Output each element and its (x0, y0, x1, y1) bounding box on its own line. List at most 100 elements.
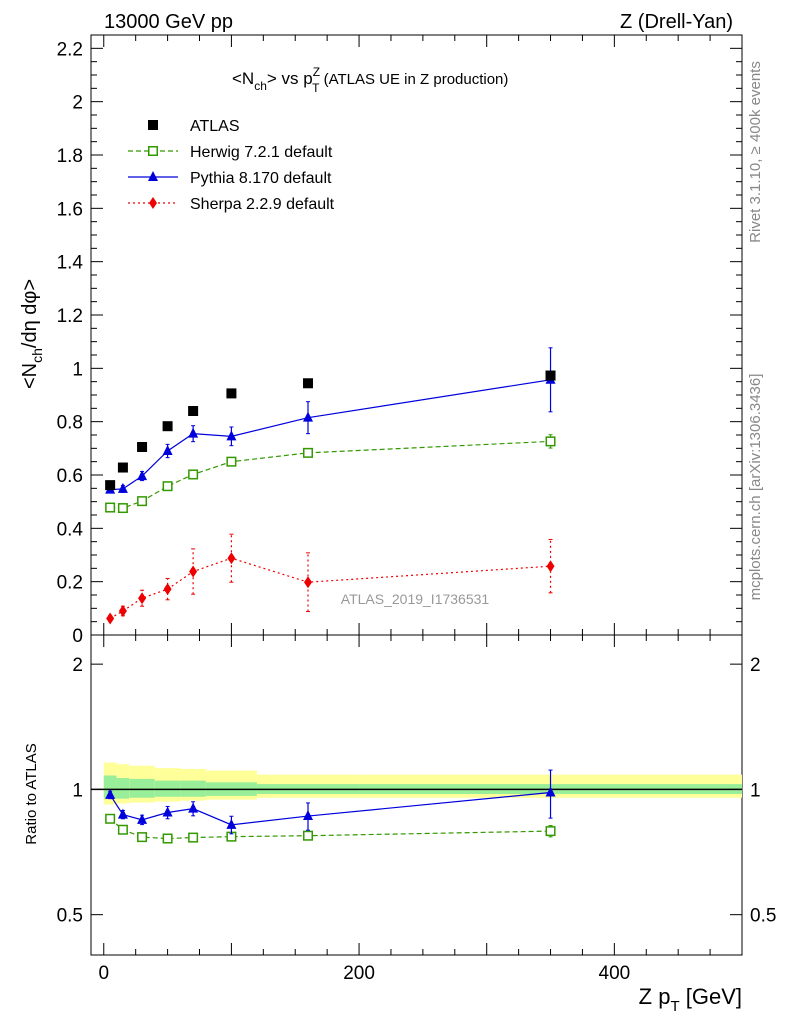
y-tick-label: 0.4 (57, 519, 84, 540)
header-left: 13000 GeV pp (104, 11, 233, 33)
x-tick-label: 0 (98, 963, 109, 984)
main-data (105, 347, 556, 625)
main-pythia-point (162, 445, 173, 455)
ratio-y-tick-label: 2 (72, 655, 83, 676)
title-sub-ch: ch (254, 79, 267, 93)
ratio-pythia-point (117, 808, 128, 819)
main-herwig-point (226, 456, 237, 467)
ratio-herwig-point (303, 830, 313, 841)
watermark: ATLAS_2019_I1736531 (341, 591, 490, 607)
main-sherpa-point (118, 605, 127, 617)
y-tick-label: 0.2 (57, 573, 83, 594)
main-pythia-point (137, 470, 148, 481)
legend-atlas-label: ATLAS (190, 118, 240, 135)
ratio-herwig-point (188, 832, 199, 843)
main-herwig-point (117, 503, 128, 514)
legend-pythia-marker (148, 171, 158, 181)
legend-pythia-label: Pythia 8.170 default (190, 170, 332, 187)
ratio-pythia-point (137, 813, 148, 824)
inner-band (129, 778, 155, 798)
legend-sherpa-label: Sherpa 2.2.9 default (190, 196, 335, 213)
main-herwig-point (137, 496, 148, 507)
title-part-mid: > vs p (267, 69, 313, 88)
main-herwig-point (162, 481, 173, 492)
main-atlas-point (303, 378, 313, 389)
y-tick-label: 2 (72, 93, 83, 114)
ratio-herwig-point (117, 824, 128, 835)
legend-sherpa-marker (149, 197, 157, 209)
main-atlas-point (226, 388, 237, 399)
main-panel: 0 0.2 0.4 0.6 0.8 1 1.2 1.4 1.6 1.8 2 2.2 <Nch> vs … (19, 34, 743, 647)
ratio-pythia-point (545, 786, 556, 797)
main-herwig-point (545, 436, 556, 447)
x-axis-label: Z pT [GeV] (639, 984, 742, 1015)
main-title: <Nch> vs pZ T (ATLAS UE in Z production) (232, 65, 508, 95)
legend: ATLAS Herwig 7.2.1 default Pythia 8.170 de… (128, 118, 335, 213)
main-atlas-point (162, 421, 173, 432)
main-sherpa-point (106, 612, 115, 625)
main-pythia-line (110, 379, 551, 491)
ratio-pythia-point (162, 806, 173, 817)
ratio-herwig-point (545, 826, 556, 837)
main-herwig-point (303, 447, 313, 458)
main-sherpa-point (163, 583, 172, 596)
header-right: Z (Drell-Yan) (620, 11, 733, 33)
x-tick-label: 400 (599, 963, 631, 984)
y-tick-label: 1.2 (57, 306, 83, 327)
legend-herwig-label: Herwig 7.2.1 default (190, 144, 333, 161)
main-sherpa-line (109, 557, 551, 619)
title-sup-z: Z (313, 65, 320, 79)
main-atlas-point (545, 370, 556, 381)
main-y-ticks: 0 0.2 0.4 0.6 0.8 1 1.2 1.4 1.6 1.8 2 2.2 (57, 35, 743, 647)
main-atlas-point (117, 462, 128, 473)
legend-atlas-marker (148, 120, 158, 130)
main-sherpa-point (189, 565, 198, 578)
legend-herwig-marker (148, 146, 158, 156)
ratio-y-tick-label-right: 2 (750, 655, 761, 676)
y-tick-label: 1 (72, 359, 83, 380)
y-tick-label: 1.4 (57, 253, 84, 274)
title-part-main: <N (232, 69, 254, 88)
ratio-herwig-point (105, 813, 116, 824)
x-tick-label: 200 (343, 963, 375, 984)
main-ylabel-text: <Nch/dη dφ> (19, 279, 45, 389)
ratio-herwig-point (162, 833, 173, 844)
main-sherpa-point (304, 576, 312, 589)
main-atlas-point (137, 442, 148, 452)
title-sub-t: T (312, 81, 320, 95)
main-sherpa-point (546, 560, 555, 573)
y-tick-label: 2.2 (57, 39, 83, 60)
main-sherpa-point (227, 552, 236, 565)
inner-band (116, 778, 130, 799)
rivet-label: Rivet 3.1.10, ≥ 400k events (747, 61, 764, 243)
y-tick-label: 0.6 (57, 466, 83, 487)
ratio-y-tick-label: 1 (72, 780, 83, 801)
ratio-pythia-point (303, 810, 313, 821)
ratio-y-tick-label-right: 0.5 (750, 906, 776, 927)
main-herwig-point (188, 469, 199, 480)
main-atlas-point (105, 480, 116, 491)
ratio-ticks: 0.5 0.5 1 1 2 2 0 200 400 (57, 635, 776, 984)
main-pythia-point (303, 411, 313, 422)
y-tick-label: 1.6 (57, 199, 83, 220)
ratio-panel: 0.5 0.5 1 1 2 2 0 200 400 Ratio to ATLAS Z pT [G… (23, 634, 776, 1015)
y-tick-label: 1.8 (57, 146, 83, 167)
ratio-pythia-point (105, 788, 116, 799)
main-sherpa-point (138, 592, 147, 605)
main-atlas-point (188, 406, 199, 416)
main-pythia-point (226, 430, 237, 441)
ratio-pythia-point (188, 802, 199, 813)
ratio-herwig-point (137, 832, 148, 843)
inner-band (103, 775, 117, 799)
main-herwig-point (105, 502, 116, 513)
y-tick-label: 0 (72, 626, 83, 647)
mcplots-label: mcplots.cern.ch [arXiv:1306.3436] (747, 374, 764, 601)
ratio-pythia-point (226, 818, 237, 829)
main-pythia-point (117, 482, 128, 493)
ratio-ylabel: Ratio to ATLAS (23, 743, 40, 844)
ratio-y-tick-label-right: 1 (750, 780, 761, 801)
ratio-y-tick-label: 0.5 (57, 906, 83, 927)
y-tick-label: 0.8 (57, 413, 83, 434)
